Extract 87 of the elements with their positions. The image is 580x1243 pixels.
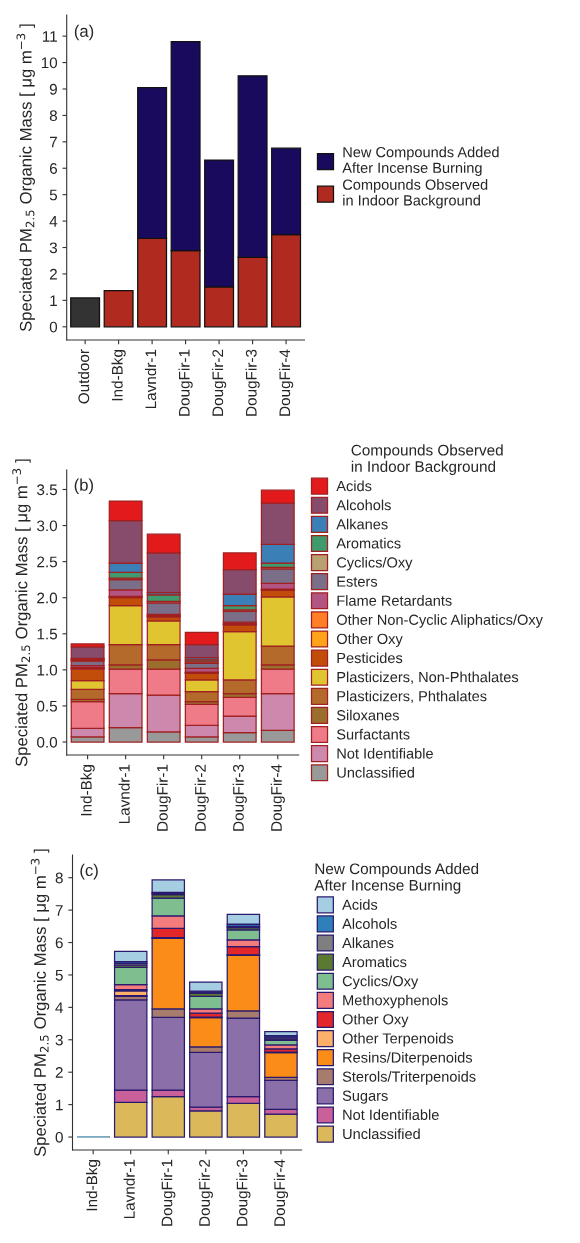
x-tick-label: DougFir-2: [198, 1159, 213, 1226]
y-tick-label: 0.0: [37, 736, 58, 748]
annotation: (c): [80, 863, 98, 880]
y-tick-label: 9: [49, 83, 57, 95]
legend-label: Plasticizers, Non-Phthalates: [337, 671, 519, 684]
y-axis-title: Speciated PM$_{2.5}$ Organic Mass [ μg m$^{−3}$ ]: [30, 849, 50, 1157]
legend-label: Other Terpenoids: [342, 1032, 454, 1047]
x-tick-label: DougFir-3: [236, 1159, 251, 1226]
legend-label: Alcohols: [342, 918, 397, 929]
y-tick-label: 2: [49, 268, 57, 280]
y-tick-label: 3.0: [37, 520, 58, 532]
legend-label: Sugars: [342, 1090, 388, 1104]
y-axis-title: Speciated PM$_{2.5}$ Organic Mass [ μg m$^{−3}$ ]: [12, 459, 31, 767]
legend-label: Acids: [342, 899, 378, 910]
legend-label: Alkanes: [342, 937, 394, 949]
y-tick-label: 1.5: [37, 628, 58, 640]
legend-title: New Compounds Added After Incense Burning: [314, 862, 479, 894]
legend-label: Not Identifiable: [337, 747, 433, 759]
y-tick-label: 11: [42, 31, 57, 42]
legend-label: Sterols/Triterpenoids: [342, 1071, 476, 1085]
y-tick-label: 5: [49, 189, 58, 201]
x-tick-label: Lavndr-1: [123, 1159, 135, 1219]
x-tick-label: Ind-Bkg: [80, 765, 95, 816]
legend-label: Pesticides: [337, 652, 403, 664]
legend-label: Cyclics/Oxy: [337, 556, 413, 571]
legend-label: Aromatics: [336, 537, 401, 549]
legend-label: Methoxyphenols: [343, 994, 448, 1009]
y-tick-label: 3: [55, 1034, 63, 1046]
x-tick-label: DougFir-1: [178, 349, 193, 416]
legend-title: Compounds Observed in Indoor Background: [351, 444, 503, 476]
y-tick-label: 1: [50, 295, 57, 306]
legend-label: Unclassified: [337, 767, 414, 778]
y-tick-label: 4: [49, 216, 58, 227]
legend-label: Acids: [336, 480, 372, 492]
x-tick-label: Lavndr-1: [144, 349, 157, 409]
annotation: (b): [74, 478, 93, 495]
x-tick-label: DougFir-4: [270, 764, 285, 831]
legend-label: Alkanes: [336, 518, 388, 530]
y-tick-label: 8: [55, 872, 63, 884]
y-tick-label: 3.5: [37, 484, 58, 496]
legend-label: New Compounds Added After Incense Burning: [342, 146, 499, 176]
legend-label: Resins/Diterpenoids: [343, 1051, 473, 1066]
x-tick-label: DougFir-3: [232, 764, 247, 831]
y-tick-label: 8: [49, 110, 58, 122]
x-tick-label: DougFir-4: [273, 1159, 289, 1226]
legend-label: Flame Retardants: [337, 595, 452, 606]
y-tick-label: 2: [55, 1067, 63, 1078]
legend-label: Alcohols: [336, 499, 391, 511]
legend-label: Other Oxy: [336, 633, 403, 647]
x-tick-label: Ind-Bkg: [111, 350, 126, 401]
legend-label: Unclassified: [343, 1128, 420, 1140]
y-tick-label: 0.5: [37, 700, 58, 712]
x-tick-label: DougFir-2: [211, 349, 227, 416]
annotation: (a): [74, 24, 94, 41]
x-tick-label: DougFir-1: [161, 1159, 176, 1226]
legend-label: Surfactants: [336, 728, 410, 740]
legend-label: Aromatics: [342, 956, 407, 968]
legend-label: Siloxanes: [336, 709, 399, 721]
y-tick-label: 2.5: [37, 556, 58, 568]
x-tick-label: DougFir-1: [156, 764, 171, 831]
y-tick-label: 5: [55, 969, 63, 981]
y-tick-label: 6: [49, 163, 57, 174]
y-tick-label: 7: [49, 136, 57, 148]
y-tick-label: 4: [55, 1002, 64, 1013]
x-tick-label: Ind-Bkg: [86, 1160, 101, 1211]
y-tick-label: 10: [41, 57, 58, 69]
legend-label: Cyclics/Oxy: [342, 975, 419, 990]
x-tick-label: Lavndr-1: [118, 764, 130, 824]
y-tick-label: 2.0: [37, 592, 58, 604]
x-tick-label: Outdoor: [78, 349, 90, 404]
y-tick-label: 7: [55, 905, 63, 916]
x-tick-label: DougFir-4: [278, 349, 294, 416]
legend-label: Not Identifiable: [343, 1109, 439, 1120]
legend-label: Plasticizers, Phthalates: [337, 690, 487, 704]
y-tick-label: 0: [55, 1131, 63, 1143]
y-axis-title: Speciated PM$_{2.5}$ Organic Mass [ μg m$^{−3}$ ]: [16, 24, 35, 332]
y-tick-label: 3: [49, 242, 57, 254]
legend-label: Other Oxy: [342, 1013, 409, 1028]
legend-label: Esters: [337, 576, 378, 587]
legend-label: Compounds Observed in Indoor Background: [343, 179, 488, 209]
x-tick-label: DougFir-2: [194, 764, 209, 831]
y-tick-label: 6: [55, 937, 63, 949]
y-tick-label: 1: [56, 1099, 63, 1111]
y-tick-label: 0: [49, 321, 58, 333]
legend-label: Other Non-Cyclic Aliphatics/Oxy: [336, 614, 543, 628]
x-tick-label: DougFir-3: [245, 349, 260, 416]
y-tick-label: 1.0: [37, 664, 58, 676]
